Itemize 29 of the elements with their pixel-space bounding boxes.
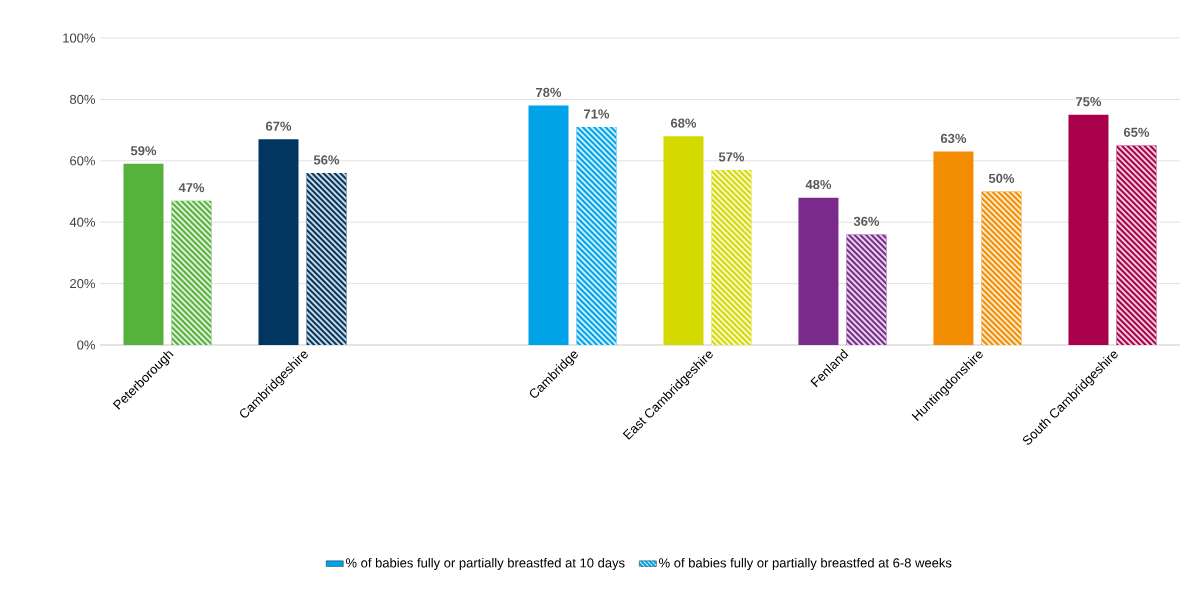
data-label: 71%: [584, 109, 610, 119]
y-tick-label: 0%: [77, 340, 96, 350]
legend-label: % of babies fully or partially breastfed at 10 days: [345, 557, 625, 571]
data-label: 67%: [265, 121, 292, 131]
y-tick-label: 100%: [63, 33, 96, 43]
data-label: 57%: [718, 152, 745, 162]
data-label: 48%: [805, 179, 832, 190]
bar: [258, 139, 299, 345]
bar: [663, 136, 704, 345]
bar: [123, 163, 164, 345]
data-label: 36%: [853, 216, 880, 226]
data-label: 47%: [178, 183, 205, 193]
bar: [1068, 114, 1109, 345]
bar: [933, 151, 974, 345]
data-label: 63%: [940, 133, 967, 144]
bar: [798, 197, 839, 345]
y-tick-label: 80%: [70, 94, 96, 104]
data-label: 50%: [988, 173, 1015, 183]
data-label: 68%: [670, 118, 697, 128]
data-label: 59%: [130, 146, 157, 156]
y-tick-label: 60%: [70, 156, 96, 166]
y-tick-label: 20%: [70, 278, 96, 289]
y-tick-label: 40%: [69, 217, 96, 227]
data-label: 56%: [313, 155, 340, 165]
bar: [528, 105, 569, 345]
data-label: 75%: [1076, 97, 1102, 107]
legend-label: % of babies fully or partially breastfed at 6-8 weeks: [659, 557, 952, 571]
data-label: 78%: [536, 87, 562, 97]
data-label: 65%: [1123, 127, 1150, 137]
